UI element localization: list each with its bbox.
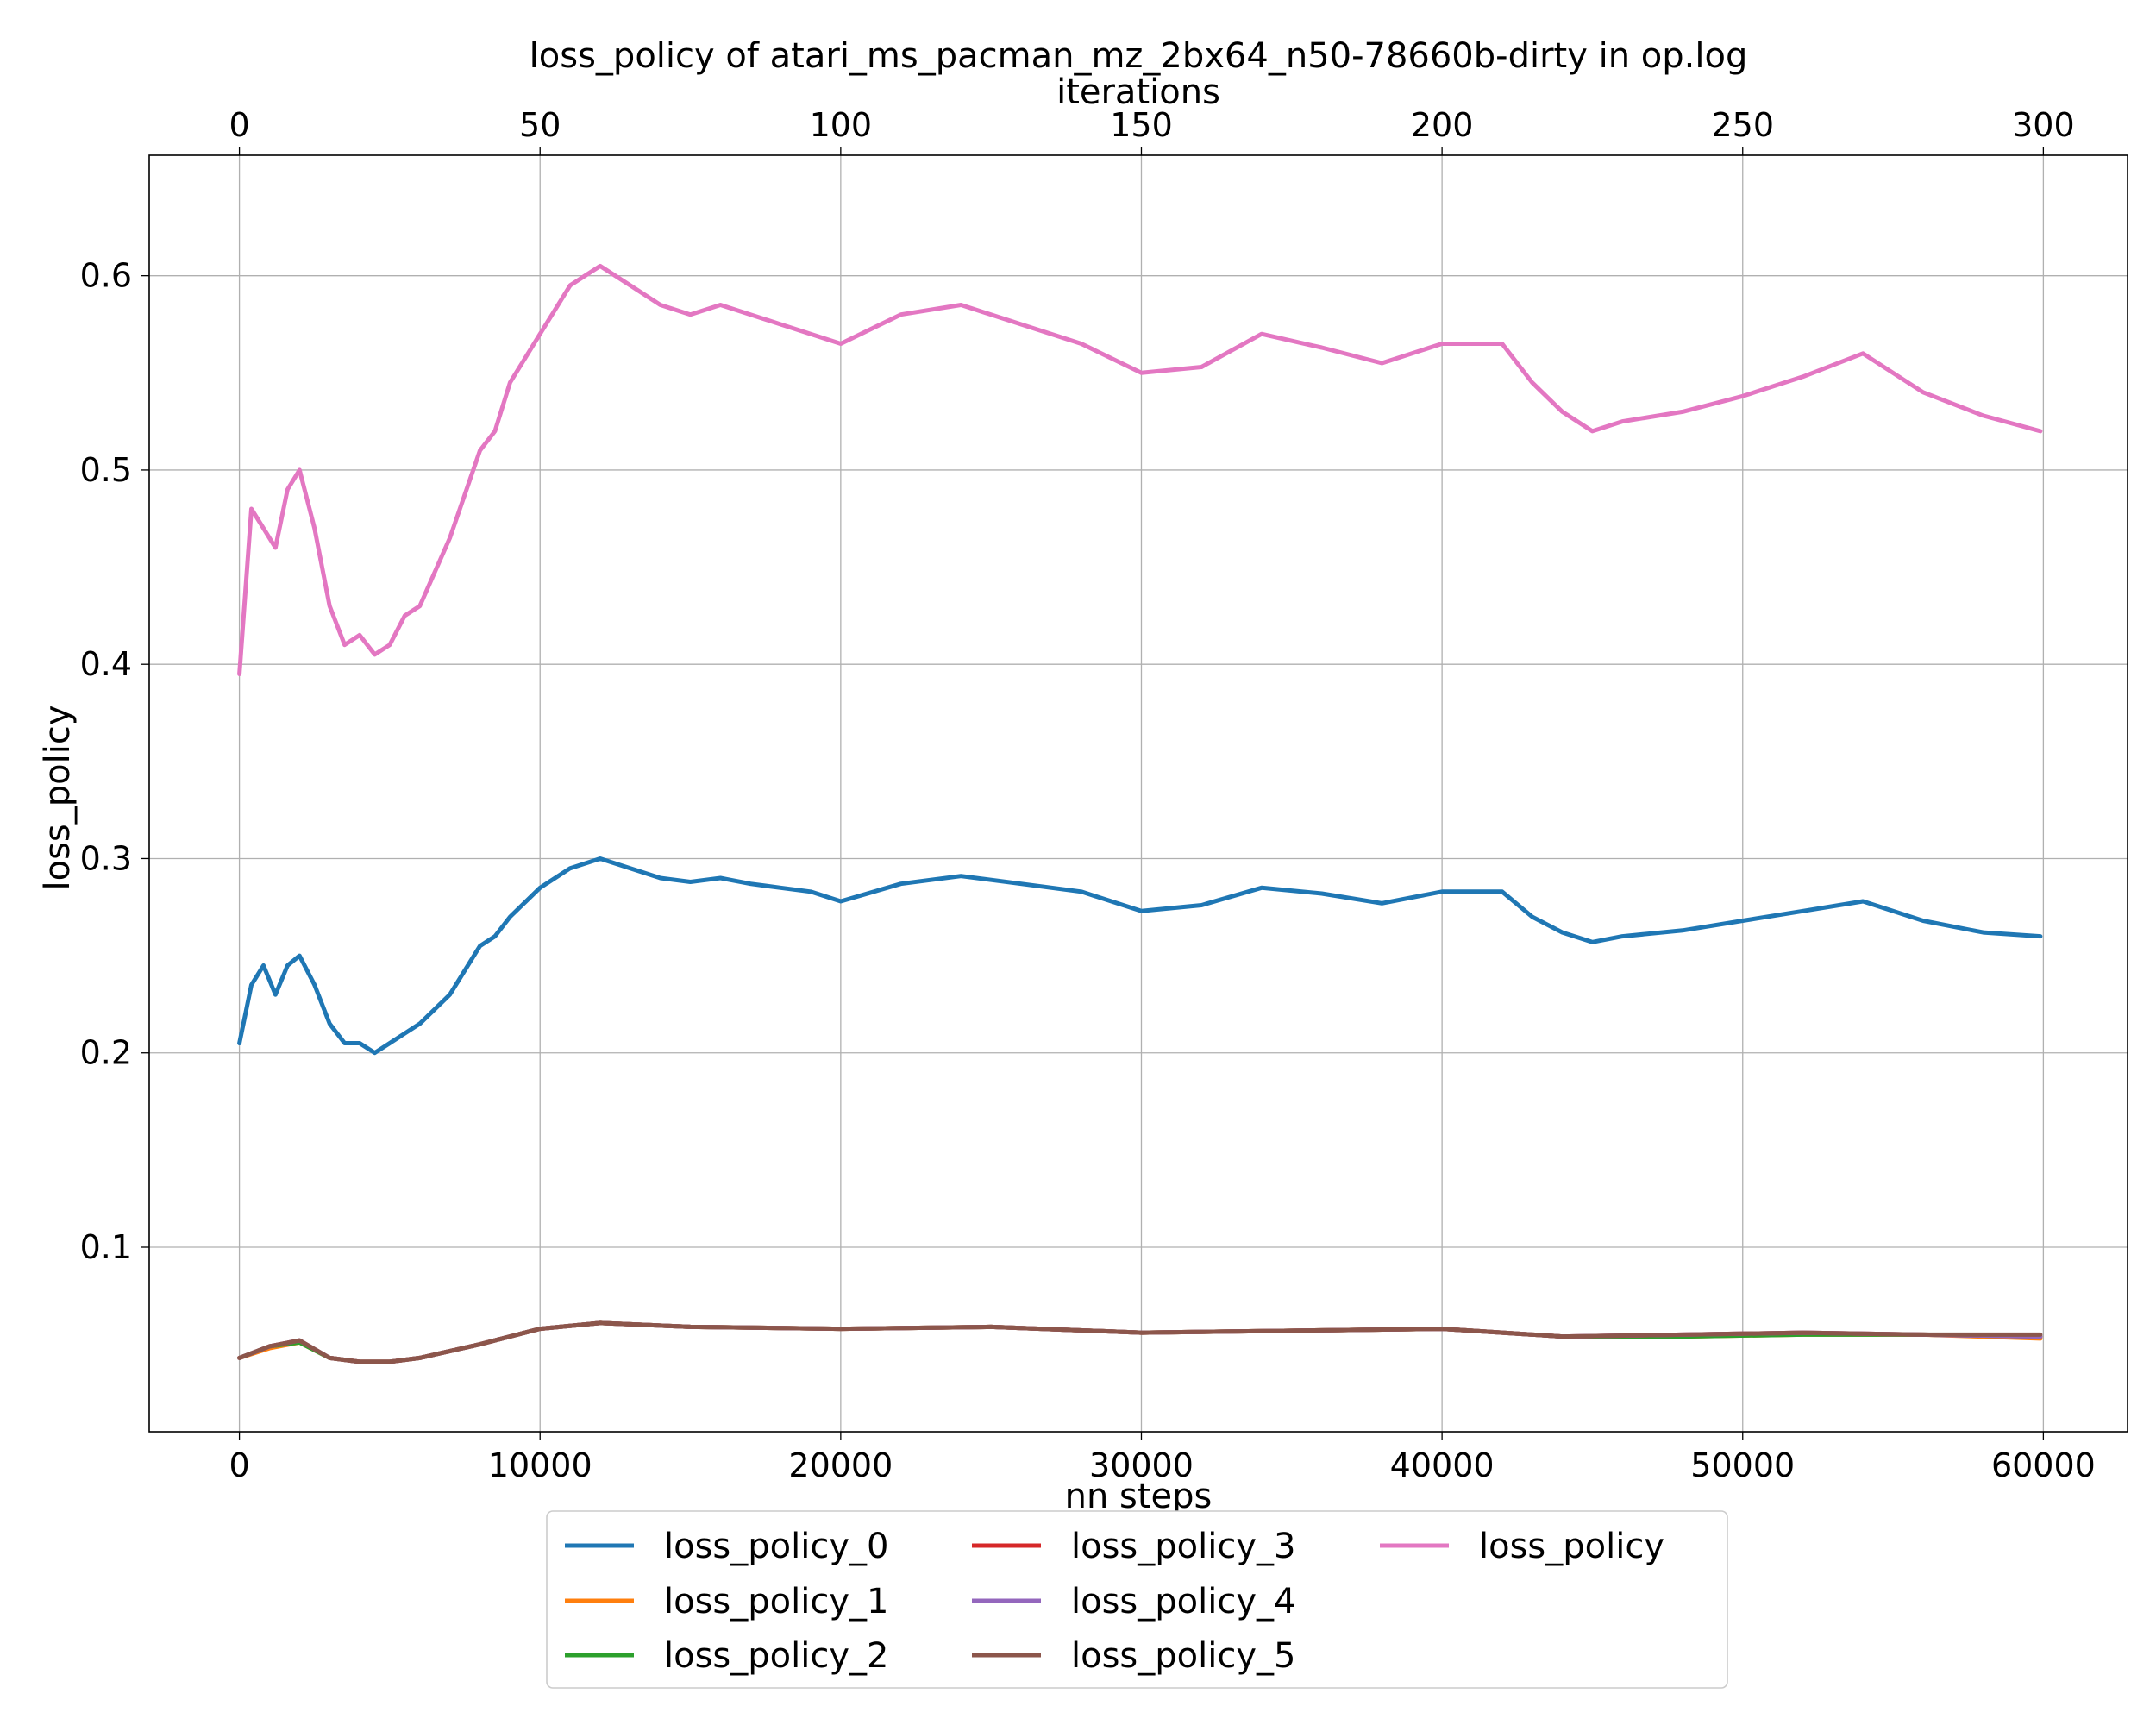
series-line-loss-policy-5 bbox=[237, 1320, 2043, 1364]
plot-frame bbox=[148, 154, 2128, 1433]
x-tick-label: 10000 bbox=[488, 1446, 592, 1484]
x-tick-label: 20000 bbox=[788, 1446, 893, 1484]
x-axis-top: 0 50 100 150 200 250 300 bbox=[229, 106, 2075, 155]
x-tick-label: 40000 bbox=[1390, 1446, 1495, 1484]
series-lines bbox=[237, 263, 2043, 1364]
x2-tick-label: 250 bbox=[1711, 106, 1774, 144]
y-tick-label: 0.5 bbox=[80, 451, 132, 489]
series-line-loss-policy-0 bbox=[237, 856, 2043, 1056]
x-tick-label: 60000 bbox=[1991, 1446, 2096, 1484]
legend-label: loss_policy_3 bbox=[1071, 1527, 1295, 1566]
x-tick-label: 30000 bbox=[1089, 1446, 1194, 1484]
x2-tick-label: 0 bbox=[229, 106, 249, 144]
x2-tick-label: 100 bbox=[810, 106, 873, 144]
y-tick-label: 0.1 bbox=[80, 1228, 132, 1266]
y-tick-label: 0.3 bbox=[80, 839, 132, 877]
x2-axis-label: iterations bbox=[1056, 72, 1220, 112]
y-axis-label: loss_policy bbox=[38, 705, 78, 890]
x2-tick-label: 200 bbox=[1411, 106, 1474, 144]
chart-title: loss_policy of atari_ms_pacman_mz_2bx64_… bbox=[530, 36, 1748, 76]
grid bbox=[149, 155, 2128, 1432]
y-tick-label: 0.2 bbox=[80, 1034, 132, 1072]
x2-tick-label: 300 bbox=[2012, 106, 2075, 144]
x-axis-label: nn steps bbox=[1065, 1477, 1213, 1516]
legend-label: loss_policy_5 bbox=[1071, 1636, 1295, 1676]
legend-label: loss_policy_1 bbox=[664, 1582, 888, 1622]
legend-label: loss_policy_4 bbox=[1071, 1582, 1295, 1622]
x2-tick-label: 50 bbox=[519, 106, 561, 144]
legend-label: loss_policy bbox=[1479, 1527, 1664, 1566]
legend: loss_policy_0 loss_policy_1 loss_policy_2 l… bbox=[546, 1510, 1728, 1689]
x-axis-bottom: 0 10000 20000 30000 40000 50000 60000 bbox=[229, 1432, 2096, 1484]
legend-label: loss_policy_2 bbox=[664, 1636, 888, 1676]
x2-tick-label: 150 bbox=[1110, 106, 1173, 144]
y-tick-label: 0.4 bbox=[80, 645, 132, 683]
x-tick-label: 50000 bbox=[1690, 1446, 1795, 1484]
legend-label: loss_policy_0 bbox=[664, 1527, 888, 1566]
series-line-loss-policy bbox=[237, 263, 2043, 676]
legend-box bbox=[546, 1510, 1728, 1689]
y-axis: 0.1 0.2 0.3 0.4 0.5 0.6 bbox=[80, 257, 149, 1266]
x-tick-label: 0 bbox=[229, 1446, 249, 1484]
y-tick-label: 0.6 bbox=[80, 257, 132, 295]
